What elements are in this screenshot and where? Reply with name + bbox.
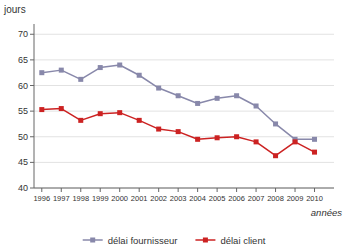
- y-axis: 40 45 50 55 60 65 70: [18, 29, 334, 193]
- legend-marker: [90, 238, 95, 243]
- tick-mark: [256, 188, 257, 192]
- legend-item: délai fournisseur: [83, 235, 178, 246]
- tick-mark: [119, 188, 120, 192]
- point-marker: [254, 104, 259, 109]
- point-marker: [117, 110, 122, 115]
- tick-label: 55: [18, 106, 28, 116]
- tick-label: 2004: [189, 194, 206, 203]
- axis-label: jours: [3, 4, 26, 15]
- tick-label: 1997: [53, 194, 70, 203]
- tick-mark: [61, 188, 62, 192]
- point-marker: [234, 93, 239, 98]
- tick-mark: [275, 188, 276, 192]
- tick-label: 2006: [228, 194, 245, 203]
- point-marker: [273, 121, 278, 126]
- point-marker: [312, 137, 317, 142]
- tick-mark: [30, 59, 34, 60]
- tick-mark: [30, 85, 34, 86]
- point-marker: [78, 77, 83, 82]
- tick-mark: [30, 111, 34, 112]
- point-marker: [59, 106, 64, 111]
- point-marker: [312, 150, 317, 155]
- grid-line: [34, 162, 334, 163]
- tick-mark: [158, 188, 159, 192]
- grid-line: [34, 34, 334, 35]
- tick-label: 65: [18, 55, 28, 65]
- legend-label: délai client: [220, 235, 265, 246]
- point-marker: [176, 93, 181, 98]
- tick-mark: [41, 188, 42, 192]
- tick-label: 40: [18, 183, 28, 193]
- x-axis-line: [34, 188, 334, 189]
- tick-mark: [30, 34, 34, 35]
- tick-mark: [80, 188, 81, 192]
- point-marker: [59, 68, 64, 73]
- tick-label: 2002: [150, 194, 167, 203]
- tick-mark: [178, 188, 179, 192]
- grid-line: [34, 136, 334, 137]
- axis-label: années: [311, 207, 342, 218]
- tick-label: 2007: [248, 194, 265, 203]
- tick-mark: [295, 188, 296, 192]
- tick-label: 2010: [306, 194, 323, 203]
- point-marker: [156, 127, 161, 132]
- x-axis: 1996199719981999200020012002200320042005…: [33, 188, 322, 203]
- legend-label: délai fournisseur: [108, 235, 178, 246]
- chart: 4045505560657019961997199819992000200120…: [0, 0, 348, 250]
- tick-label: 2008: [267, 194, 284, 203]
- point-marker: [98, 65, 103, 70]
- point-marker: [137, 118, 142, 123]
- tick-mark: [30, 162, 34, 163]
- tick-mark: [139, 188, 140, 192]
- grid-line: [34, 85, 334, 86]
- point-marker: [117, 63, 122, 68]
- tick-label: 2009: [287, 194, 304, 203]
- point-marker: [254, 139, 259, 144]
- legend: délai fournisseur délai client: [83, 235, 266, 246]
- tick-mark: [197, 188, 198, 192]
- tick-label: 45: [18, 157, 28, 167]
- grid-line: [34, 188, 334, 189]
- tick-label: 1999: [92, 194, 109, 203]
- tick-mark: [236, 188, 237, 192]
- legend-marker: [203, 238, 208, 243]
- point-marker: [234, 134, 239, 139]
- point-marker: [39, 107, 44, 112]
- tick-mark: [100, 188, 101, 192]
- tick-label: 2003: [170, 194, 187, 203]
- tick-label: 2005: [209, 194, 226, 203]
- tick-label: 2001: [131, 194, 148, 203]
- point-marker: [39, 70, 44, 75]
- grid-line: [34, 59, 334, 60]
- series-line: [42, 109, 315, 156]
- point-marker: [98, 111, 103, 116]
- tick-mark: [217, 188, 218, 192]
- y-axis-line: [34, 24, 35, 188]
- point-marker: [195, 137, 200, 142]
- point-marker: [78, 118, 83, 123]
- tick-mark: [30, 136, 34, 137]
- tick-mark: [30, 188, 34, 189]
- point-marker: [293, 139, 298, 144]
- point-marker: [137, 73, 142, 78]
- grid-line: [34, 111, 334, 112]
- tick-label: 50: [18, 132, 28, 142]
- point-marker: [215, 96, 220, 101]
- point-marker: [273, 153, 278, 158]
- point-marker: [195, 101, 200, 106]
- tick-label: 60: [18, 81, 28, 91]
- tick-label: 1998: [72, 194, 89, 203]
- point-marker: [156, 86, 161, 91]
- series-line: [42, 65, 315, 139]
- legend-item: délai client: [195, 235, 265, 246]
- point-marker: [215, 135, 220, 140]
- tick-label: 1996: [33, 194, 50, 203]
- tick-mark: [314, 188, 315, 192]
- plot-area: [39, 63, 317, 159]
- tick-label: 2000: [111, 194, 128, 203]
- point-marker: [176, 129, 181, 134]
- tick-label: 70: [18, 29, 28, 39]
